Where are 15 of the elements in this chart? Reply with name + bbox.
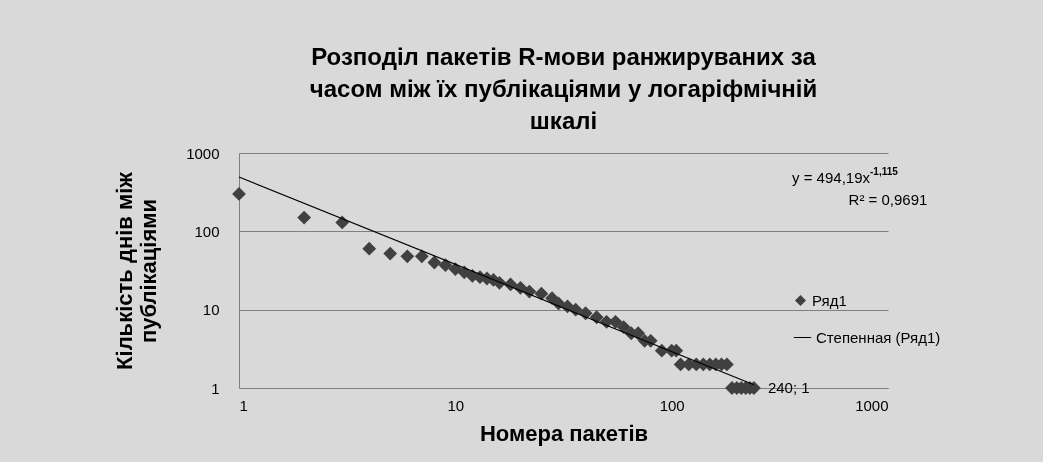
x-axis-title: Номера пакетів — [479, 420, 649, 446]
x-tick-label: 10 — [447, 396, 465, 414]
x-tick-label: 100 — [659, 396, 685, 414]
x-tick-label: 1000 — [855, 396, 889, 414]
x-tick-label: 1 — [239, 396, 248, 414]
y-axis-title: Кількість днів між публікаціями — [112, 171, 162, 370]
chart-title: Розподіл пакетів R-мови ранжируваних за часом між їх публікаціями у логаріфмічній шкалі — [309, 43, 818, 134]
y-tick-label: 100 — [194, 222, 220, 240]
legend-label: Степенная (Ряд1) — [816, 328, 941, 346]
legend-label: Ряд1 — [812, 291, 847, 309]
annotation: 240; 1 — [767, 379, 810, 396]
annotation: R² = 0,9691 — [848, 191, 928, 208]
y-tick-label: 10 — [202, 301, 220, 319]
y-tick-label: 1000 — [186, 144, 220, 162]
y-tick-label: 1 — [211, 379, 220, 397]
